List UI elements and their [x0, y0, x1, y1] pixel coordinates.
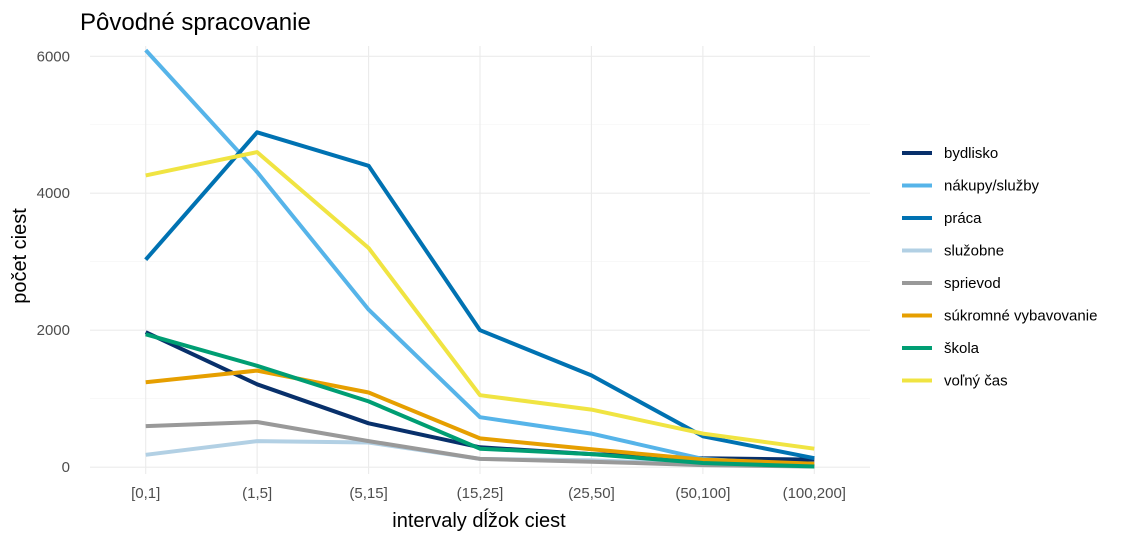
series-line — [145, 420, 815, 469]
x-tick-label: (25,50] — [568, 485, 615, 502]
legend: bydlisko nákupy/služby práca služobne spriev… — [902, 145, 1097, 390]
x-axis-title: intervaly dĺžok ciest — [392, 508, 566, 532]
chart-title: Pôvodné spracovanie — [80, 9, 311, 36]
series-line — [145, 368, 815, 466]
legend-label: bydlisko — [944, 145, 998, 162]
series-line — [145, 150, 815, 451]
legend-label: škola — [944, 340, 980, 357]
x-tick-label: (50,100] — [675, 485, 730, 502]
x-tick-label: (100,200] — [783, 485, 846, 502]
legend-label: voľný čas — [944, 373, 1008, 390]
legend-label: nákupy/služby — [944, 178, 1040, 195]
y-axis-ticks: 0 2000 4000 6000 — [37, 48, 70, 476]
series-lines — [144, 48, 815, 469]
y-tick-label: 2000 — [37, 322, 70, 339]
y-tick-label: 6000 — [37, 48, 70, 65]
legend-label: služobne — [944, 243, 1004, 260]
x-tick-label: [0,1] — [131, 485, 160, 502]
legend-label: práca — [944, 210, 982, 227]
series-line — [145, 332, 815, 469]
series-line — [144, 130, 815, 461]
x-tick-label: (1,5] — [242, 485, 272, 502]
y-axis-title: počet ciest — [9, 208, 31, 304]
x-axis-ticks: [0,1] (1,5] (5,15] (15,25] (25,50] (50,100] (1… — [131, 485, 846, 502]
x-tick-label: (15,25] — [457, 485, 504, 502]
y-tick-label: 0 — [62, 459, 70, 476]
legend-label: súkromné vybavovanie — [944, 308, 1097, 325]
y-tick-label: 4000 — [37, 185, 70, 202]
x-tick-label: (5,15] — [349, 485, 387, 502]
legend-label: sprievod — [944, 275, 1001, 292]
grid — [90, 46, 870, 474]
